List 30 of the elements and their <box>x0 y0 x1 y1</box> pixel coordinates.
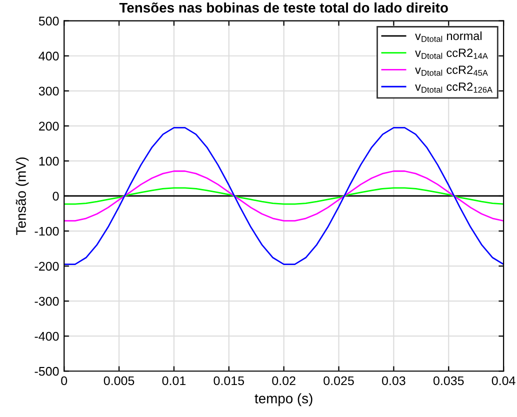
y-tick-label: 300 <box>38 86 59 96</box>
y-tick-label: -100 <box>34 226 59 236</box>
y-tick-label: 100 <box>39 156 59 166</box>
y-tick-label: -300 <box>34 296 59 306</box>
y-tick-label: -400 <box>34 332 59 341</box>
y-tick-label: 200 <box>39 122 59 131</box>
y-tick-label: 500 <box>38 16 59 26</box>
legend-label: v$_{Dtotal}$ normal <box>415 31 482 42</box>
x-tick-label: 0.025 <box>324 376 354 386</box>
line-series <box>64 126 504 265</box>
y-axis-title: Tensão (mV) <box>16 157 29 236</box>
y-tick-label: 400 <box>38 52 59 61</box>
y-tick-label: 0 <box>52 192 59 201</box>
line-series <box>64 170 504 222</box>
legend-label: v$_{Dtotal}$ ccR2$_{14A}$ <box>415 48 488 59</box>
legend-label: v$_{Dtotal}$ ccR2$_{126A}$ <box>415 82 492 93</box>
x-tick-label: 0.015 <box>214 376 244 386</box>
x-tick-label: 0.035 <box>433 376 464 386</box>
y-tick-label: -500 <box>34 366 59 376</box>
x-axis-title: tempo (s) <box>254 393 312 406</box>
line-series <box>64 187 504 205</box>
x-tick-label: 0.005 <box>104 376 134 386</box>
x-tick-label: 0.04 <box>492 376 516 386</box>
x-tick-label: 0.02 <box>272 376 296 386</box>
chart-title: Tensões nas bobinas de teste total do lado direito <box>119 2 448 13</box>
x-tick-label: 0.01 <box>162 376 186 386</box>
x-tick-label: 0.03 <box>382 376 406 386</box>
x-tick-label: 0 <box>61 376 68 386</box>
legend-label: v$_{Dtotal}$ ccR2$_{45A}$ <box>415 66 488 76</box>
y-tick-label: -200 <box>34 262 59 271</box>
